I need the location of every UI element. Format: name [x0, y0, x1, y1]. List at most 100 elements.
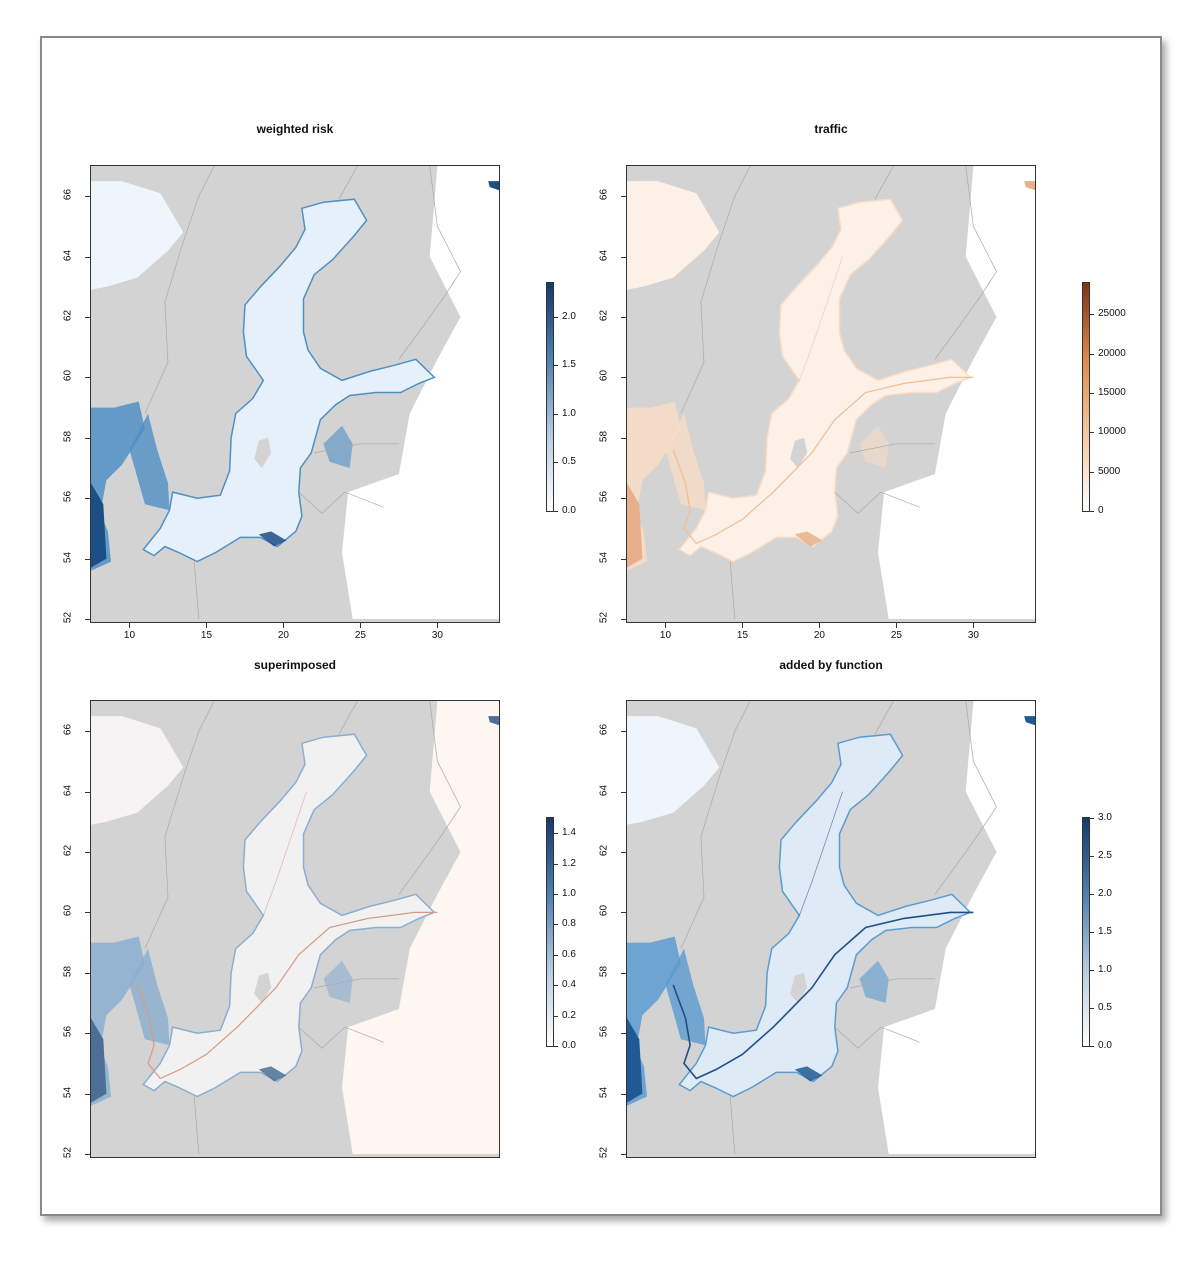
y-tick-mark: [85, 558, 90, 560]
legend-tick-label: 1.4: [562, 827, 576, 839]
y-tick-mark: [85, 972, 90, 974]
y-tick-mark: [621, 791, 626, 793]
legend-tick-label: 20000: [1098, 347, 1126, 359]
country-border: [874, 701, 894, 735]
y-tick-mark: [85, 851, 90, 853]
x-tick-mark: [896, 623, 898, 628]
country-border: [298, 491, 384, 514]
y-tick-label: 56: [598, 491, 610, 503]
legend-tick-mark: [554, 924, 558, 926]
y-tick-label: 52: [598, 1146, 610, 1159]
y-tick-mark: [621, 558, 626, 560]
y-tick-mark: [621, 1093, 626, 1095]
gotland-island: [254, 437, 272, 468]
legend-tick-label: 0.0: [562, 1040, 576, 1051]
map-svg: [91, 166, 499, 622]
country-border: [834, 491, 920, 514]
legend-tick-label: 0.6: [562, 948, 576, 960]
legend-tick-mark: [1090, 1046, 1094, 1047]
dark-coast-gdansk: [258, 531, 287, 547]
y-tick-mark: [85, 1153, 90, 1155]
y-tick-mark: [85, 196, 90, 198]
arctic-sea: [627, 181, 720, 290]
x-tick-mark: [283, 623, 285, 628]
legend-tick-label: 0.5: [562, 456, 576, 468]
legend-tick-label: 1.0: [1098, 964, 1112, 975]
legend-tick-mark: [554, 894, 558, 895]
legend-tick-mark: [1090, 432, 1094, 434]
y-tick-label: 64: [62, 784, 74, 796]
y-tick-label: 64: [598, 249, 610, 261]
y-tick-mark: [85, 437, 90, 439]
legend-tick-label: 1.0: [562, 888, 576, 899]
legend-tick-label: 0.0: [562, 505, 576, 516]
x-tick-label: 25: [890, 630, 902, 641]
legend-tick-mark: [1090, 856, 1094, 857]
color-scale-bar: [546, 817, 554, 1047]
y-tick-label: 60: [62, 905, 74, 917]
x-tick-label: 15: [736, 630, 749, 641]
kattegat: [665, 948, 706, 1046]
x-tick-mark: [206, 623, 208, 628]
legend-tick-label: 0.2: [562, 1009, 576, 1021]
y-tick-label: 54: [62, 551, 74, 563]
y-tick-label: 52: [598, 611, 610, 624]
y-tick-label: 66: [598, 724, 610, 736]
shipping-route-bothnia: [799, 256, 843, 381]
x-tick-mark: [665, 623, 667, 628]
y-tick-label: 60: [598, 370, 610, 382]
x-tick-label: 30: [967, 630, 979, 641]
country-border: [850, 978, 935, 989]
y-tick-mark: [85, 377, 90, 379]
legend-tick-label: 2.0: [562, 310, 576, 322]
legend-tick-mark: [554, 413, 558, 415]
y-tick-label: 54: [62, 1086, 74, 1098]
gulf-of-riga: [323, 425, 353, 468]
legend-tick-mark: [554, 462, 558, 464]
x-tick-label: 20: [813, 630, 825, 641]
gulf-of-riga: [323, 960, 353, 1003]
y-tick-label: 62: [62, 844, 74, 857]
country-border: [298, 1026, 384, 1049]
legend-tick-mark: [554, 316, 558, 318]
y-tick-mark: [621, 316, 626, 318]
shipping-route-bothnia: [799, 791, 843, 916]
country-border: [934, 166, 997, 360]
arctic-sea: [91, 181, 184, 290]
outside-region: [878, 166, 1035, 619]
y-tick-label: 56: [62, 1026, 74, 1038]
country-border: [193, 1096, 200, 1155]
legend-tick-mark: [1090, 818, 1094, 819]
y-tick-mark: [621, 1033, 626, 1035]
dark-coast-west: [91, 483, 107, 568]
legend-tick-mark: [1090, 353, 1094, 355]
x-tick-label: 20: [277, 630, 289, 641]
country-border: [398, 701, 461, 895]
legend-tick-mark: [554, 1046, 558, 1047]
legend-tick-label: 2.5: [1098, 850, 1112, 861]
shipping-route: [136, 911, 438, 1080]
legend-tick-label: 2.0: [1098, 888, 1112, 899]
legend-tick-label: 1.2: [562, 857, 576, 869]
y-tick-label: 64: [598, 784, 610, 796]
country-border: [338, 701, 358, 735]
legend-tick-label: 1.0: [562, 407, 576, 419]
country-border: [729, 1096, 736, 1155]
map-svg: [627, 701, 1035, 1157]
baltic-sea: [678, 733, 972, 1098]
y-tick-mark: [621, 972, 626, 974]
kattegat: [129, 413, 170, 511]
y-tick-mark: [85, 618, 90, 620]
legend-tick-mark: [554, 1015, 558, 1017]
legend-tick-label: 1.5: [1098, 926, 1112, 937]
y-tick-mark: [621, 912, 626, 914]
shipping-route-bothnia: [263, 791, 307, 916]
x-tick-label: 10: [123, 630, 136, 641]
dark-coast-west: [627, 1018, 643, 1103]
y-tick-label: 60: [62, 370, 74, 382]
legend-tick-mark: [1090, 471, 1094, 473]
y-tick-mark: [621, 437, 626, 439]
map-added-by-function: [626, 700, 1036, 1158]
y-tick-mark: [621, 498, 626, 500]
country-border: [874, 166, 894, 200]
